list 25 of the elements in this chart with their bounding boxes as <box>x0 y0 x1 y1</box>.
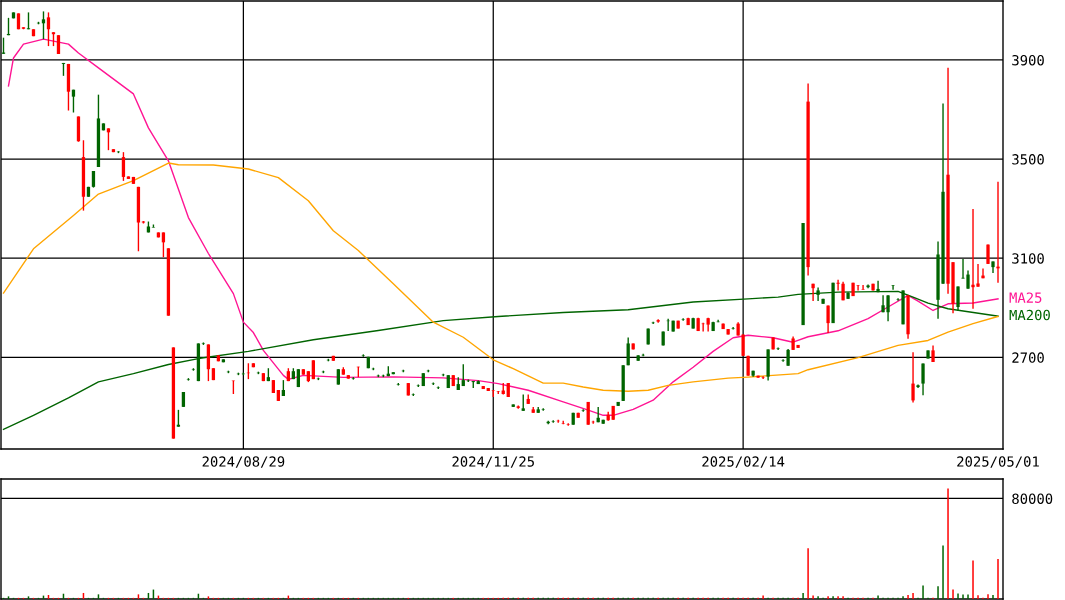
line-series <box>7 38 999 416</box>
y-tick-label: 3900 <box>1012 54 1044 66</box>
x-tick-label: 2025/05/01 <box>957 456 1039 468</box>
candlestick <box>121 151 126 182</box>
candlestick <box>826 304 830 334</box>
series-label: MA25 <box>1009 292 1042 303</box>
y-tick-label: 3100 <box>1012 253 1044 264</box>
candlestick <box>161 231 166 258</box>
candlestick <box>46 11 51 47</box>
candlestick <box>911 351 915 404</box>
candlestick <box>836 279 840 292</box>
candlestick <box>106 127 111 151</box>
candlestick <box>41 10 46 40</box>
line-series <box>2 162 999 392</box>
y-tick-label: 2700 <box>1012 352 1044 363</box>
candlestick <box>626 336 630 366</box>
x-tick-label: 2024/11/25 <box>452 456 534 468</box>
x-tick-label: 2024/08/29 <box>202 456 285 468</box>
series-label: MA200 <box>1009 309 1050 321</box>
y-tick-label: 80000 <box>1012 493 1053 504</box>
candlestick <box>811 283 815 302</box>
candlestick <box>921 362 925 396</box>
candlestick <box>861 284 865 291</box>
y-tick-label: 3500 <box>1012 154 1044 165</box>
x-tick-label: 2025/02/14 <box>702 456 785 468</box>
